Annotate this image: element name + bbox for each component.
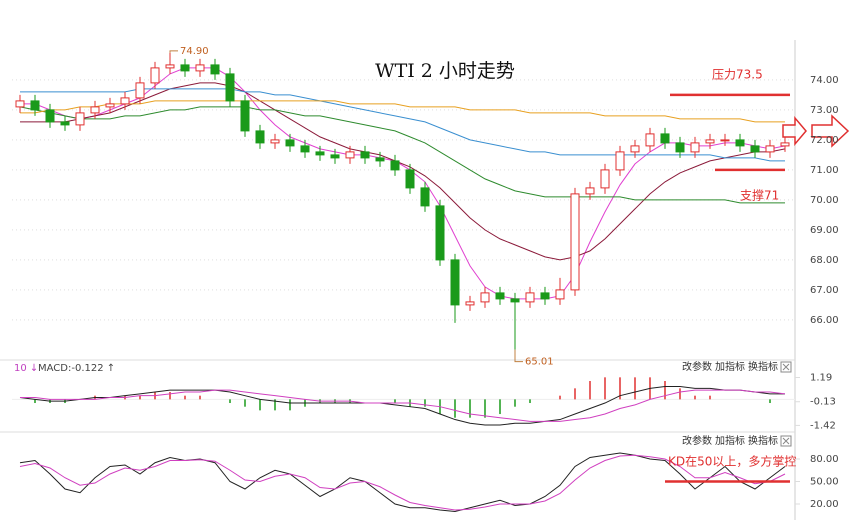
candle-body xyxy=(165,64,175,69)
toolbar-button[interactable]: 换指标 xyxy=(748,434,778,447)
candle-body xyxy=(555,289,565,300)
extreme-label: 65.01 xyxy=(525,357,554,368)
candle-body xyxy=(495,292,505,300)
candle-body xyxy=(315,151,325,156)
ma-line xyxy=(20,88,785,162)
candle-body xyxy=(765,145,775,153)
candle-body xyxy=(105,103,115,108)
level-label: 支撑71 xyxy=(740,187,779,202)
y-tick-label: 73.00 xyxy=(810,105,839,116)
candle-body xyxy=(345,151,355,159)
candle-body xyxy=(705,139,715,144)
macd-period: 10 ↓ xyxy=(14,363,38,374)
macd-header: MACD:-0.122 ↑ xyxy=(38,363,115,374)
d-line xyxy=(19,454,786,511)
candle-body xyxy=(135,82,145,99)
toolbar-button[interactable]: 换指标 xyxy=(748,360,778,373)
ma-line xyxy=(20,67,786,300)
kd-annotation: KD在50以上，多方掌控 xyxy=(668,454,796,469)
candle-body xyxy=(585,187,595,195)
candle-body xyxy=(405,169,415,189)
candle-body xyxy=(255,130,265,144)
candle-body xyxy=(75,112,85,126)
candle-body xyxy=(465,301,475,306)
candle-body xyxy=(645,133,655,147)
ma-line xyxy=(20,82,786,261)
dea-line xyxy=(20,389,786,422)
extreme-leader xyxy=(169,50,178,53)
ma-line xyxy=(20,100,785,123)
candle-body xyxy=(390,160,400,171)
candle-body xyxy=(750,145,760,153)
candle-body xyxy=(690,142,700,153)
y-tick-label: -0.13 xyxy=(810,397,836,408)
arrow-icon xyxy=(811,114,850,148)
candle-body xyxy=(360,151,370,159)
chart-title: WTI 2 小时走势 xyxy=(375,60,515,82)
candle-body xyxy=(600,169,610,189)
candle-body xyxy=(120,97,130,105)
toolbar-button[interactable]: 改参数 xyxy=(682,360,712,373)
y-tick-label: 69.00 xyxy=(810,225,839,236)
candle-body xyxy=(15,100,25,108)
toolbar-button[interactable]: 改参数 xyxy=(682,434,712,447)
level-label: 压力73.5 xyxy=(712,67,763,81)
candle-body xyxy=(285,139,295,147)
candle-body xyxy=(780,142,790,147)
y-tick-label: 20.00 xyxy=(810,499,839,510)
close-icon xyxy=(782,437,790,445)
candle-body xyxy=(675,142,685,153)
y-tick-label: 71.00 xyxy=(810,165,839,176)
candle-body xyxy=(30,100,40,111)
y-tick-label: 72.00 xyxy=(810,135,839,146)
candle-body xyxy=(225,73,235,102)
candle-body xyxy=(735,139,745,147)
candle-body xyxy=(195,64,205,72)
candle-body xyxy=(615,151,625,171)
candle-body xyxy=(240,100,250,132)
close-button[interactable] xyxy=(780,435,792,447)
candle-body xyxy=(630,145,640,153)
candle-body xyxy=(270,139,280,144)
candle-body xyxy=(180,64,190,72)
candle-body xyxy=(450,259,460,306)
candle-body xyxy=(90,106,100,114)
candle-body xyxy=(420,187,430,207)
extreme-label: 74.90 xyxy=(180,46,209,57)
candle-body xyxy=(525,292,535,303)
y-tick-label: 70.00 xyxy=(810,195,839,206)
y-tick-label: 80.00 xyxy=(810,454,839,465)
y-tick-label: 66.00 xyxy=(810,315,839,326)
y-tick-label: 67.00 xyxy=(810,285,839,296)
extreme-leader xyxy=(514,349,523,363)
candle-body xyxy=(330,154,340,159)
y-tick-label: 68.00 xyxy=(810,255,839,266)
candle-body xyxy=(570,193,580,291)
candle-body xyxy=(660,133,670,144)
candle-body xyxy=(510,298,520,303)
candle-body xyxy=(210,64,220,75)
candle-body xyxy=(540,292,550,300)
candle-body xyxy=(45,109,55,123)
toolbar-button[interactable]: 加指标 xyxy=(715,434,745,447)
dif-line xyxy=(19,386,785,426)
toolbar-button[interactable]: 加指标 xyxy=(715,360,745,373)
candle-body xyxy=(375,157,385,162)
candle-body xyxy=(150,67,160,84)
y-tick-label: 74.00 xyxy=(810,75,839,86)
y-tick-label: -1.42 xyxy=(810,420,836,431)
candle-body xyxy=(60,121,70,126)
close-icon xyxy=(782,363,790,371)
y-tick-label: 50.00 xyxy=(810,477,839,488)
candle-body xyxy=(435,205,445,261)
close-button[interactable] xyxy=(780,361,792,373)
ma-line xyxy=(19,106,785,204)
y-tick-label: 1.19 xyxy=(810,373,832,384)
candle-body xyxy=(480,292,490,303)
candle-body xyxy=(720,139,730,142)
candle-body xyxy=(300,145,310,153)
